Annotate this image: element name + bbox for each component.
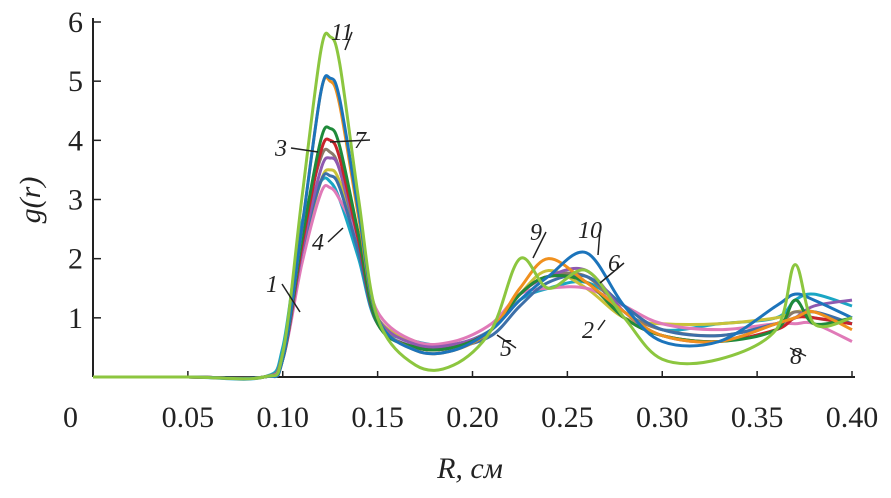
series-label: 10 [578,218,602,244]
x-tick-label: 0.40 [826,401,879,434]
series-label: 8 [790,344,802,370]
series-label: 5 [500,336,512,362]
y-tick-label: 4 [68,124,83,157]
series-label: 11 [331,20,353,46]
series-label: 6 [608,251,620,277]
x-tick-label: 0.35 [731,401,784,434]
series-label: 3 [274,136,287,162]
leader-line [344,31,353,51]
series-label: 2 [582,318,594,344]
y-tick-label: 2 [68,243,83,276]
x-tick-label: 0.25 [541,401,594,434]
x-tick-label: 0 [63,401,78,434]
leader-line [327,227,344,243]
series-line [93,168,853,380]
y-tick-label: 3 [68,184,83,217]
leader-line [532,231,547,259]
series-line [93,31,853,381]
series-line [93,176,853,381]
leader-line [496,334,517,349]
leader-line [789,347,807,357]
x-tick-label: 0.10 [257,401,310,434]
y-axis-label: g(r) [14,177,47,224]
x-axis-label: R, см [436,452,503,485]
series-line [93,184,853,380]
leader-line [290,147,319,153]
leader-line [281,283,301,313]
series-line [93,172,853,380]
x-tick-label: 0.20 [446,401,499,434]
y-tick-label: 6 [68,6,83,39]
series-line [93,74,853,380]
y-tick-label: 1 [68,302,83,335]
y-tick-label: 5 [68,65,83,98]
x-tick-label: 0.15 [351,401,404,434]
series-line [93,156,853,380]
x-tick-label: 0.30 [636,401,689,434]
x-tick-label: 0.05 [162,401,215,434]
leader-line [599,262,625,284]
leader-line [597,319,606,331]
series-label: 1 [266,272,278,298]
series-label: 4 [312,230,324,256]
series-label: 7 [354,128,367,154]
series-label: 9 [530,220,542,246]
leader-line [597,229,601,256]
leader-line [329,139,371,143]
